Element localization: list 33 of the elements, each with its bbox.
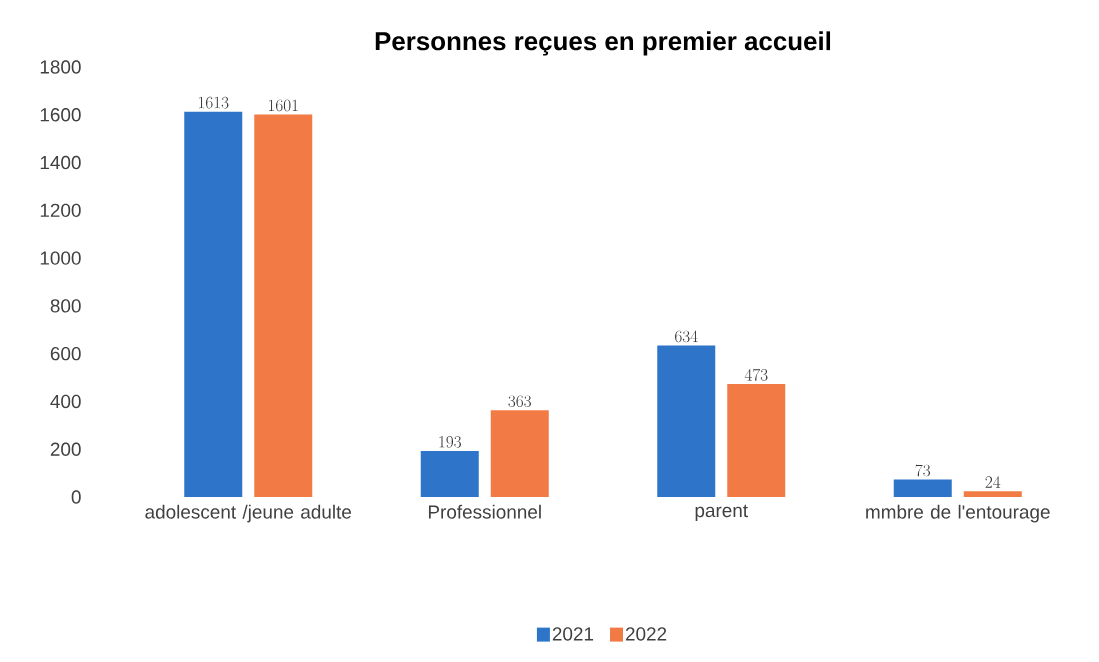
y-tick-label: 200 <box>50 442 81 456</box>
bar <box>963 491 1022 497</box>
data-label: 634 <box>675 330 698 343</box>
y-tick-label: 1600 <box>40 108 81 122</box>
y-tick-label: 800 <box>50 299 81 313</box>
x-tick-label: parent <box>695 504 748 521</box>
data-label: 73 <box>915 464 931 477</box>
chart-title: Personnes reçues en premier accueil <box>375 31 831 56</box>
data-label: 1601 <box>268 99 298 112</box>
bar <box>893 479 952 497</box>
data-label: 1613 <box>198 96 229 109</box>
data-label: 24 <box>985 476 1001 488</box>
bar <box>420 450 479 497</box>
data-label: 193 <box>439 436 461 448</box>
legend-label: 2021 <box>552 627 594 641</box>
y-tick-label: 1400 <box>40 155 81 170</box>
y-tick-label: 600 <box>50 346 81 361</box>
data-label: 363 <box>508 395 531 408</box>
data-label: 473 <box>744 368 768 381</box>
bar <box>184 111 243 497</box>
x-tick-label: mmbre de l'entourage <box>866 504 1050 523</box>
legend-label: 2022 <box>625 627 667 641</box>
y-tick-label: 400 <box>50 394 81 409</box>
y-tick-label: 0 <box>71 490 81 504</box>
x-tick-label: adolescent /jeune adulte <box>145 504 352 523</box>
y-tick-label: 1000 <box>40 251 81 265</box>
bar <box>727 384 786 497</box>
x-tick-label: Professionnel <box>428 504 541 519</box>
bar <box>254 114 313 497</box>
y-tick-label: 1800 <box>40 60 81 74</box>
bar <box>490 410 549 497</box>
y-tick-label: 1200 <box>40 203 81 218</box>
bar <box>657 345 716 497</box>
